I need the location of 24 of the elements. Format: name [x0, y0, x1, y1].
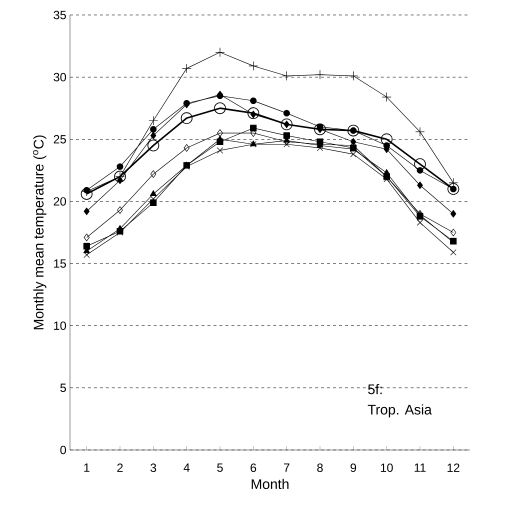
y-tick-label: 5: [60, 384, 66, 392]
y-tick-label: 10: [54, 321, 66, 330]
x-tick-label: 5: [217, 464, 223, 472]
x-tick-label: 9: [350, 464, 356, 472]
y-tick-label: 15: [54, 259, 66, 268]
x-tick-label: 8: [317, 464, 323, 472]
x-tick-label: 12: [448, 464, 460, 472]
y-tick-label: 20: [54, 197, 66, 206]
annotation: Trop. Asia: [368, 404, 432, 418]
x-axis-title: Month: [252, 478, 288, 490]
annotation: 5f:: [368, 384, 382, 394]
x-tick-label: 7: [284, 464, 290, 472]
y-tick-label: 25: [54, 135, 66, 144]
x-tick-label: 4: [184, 464, 190, 472]
y-axis-title: Monthly mean temperature ($^{o}$C): [32, 135, 46, 330]
x-tick-label: 2: [117, 464, 123, 472]
x-tick-label: 10: [380, 464, 393, 472]
x-tick-label: 6: [250, 464, 256, 472]
x-tick-label: 3: [150, 464, 156, 472]
y-tick-label: 0: [60, 446, 66, 454]
x-tick-label: 11: [414, 464, 426, 472]
y-tick-label: 35: [54, 10, 66, 20]
y-tick-label: 30: [54, 72, 66, 82]
x-tick-label: 1: [84, 464, 90, 472]
